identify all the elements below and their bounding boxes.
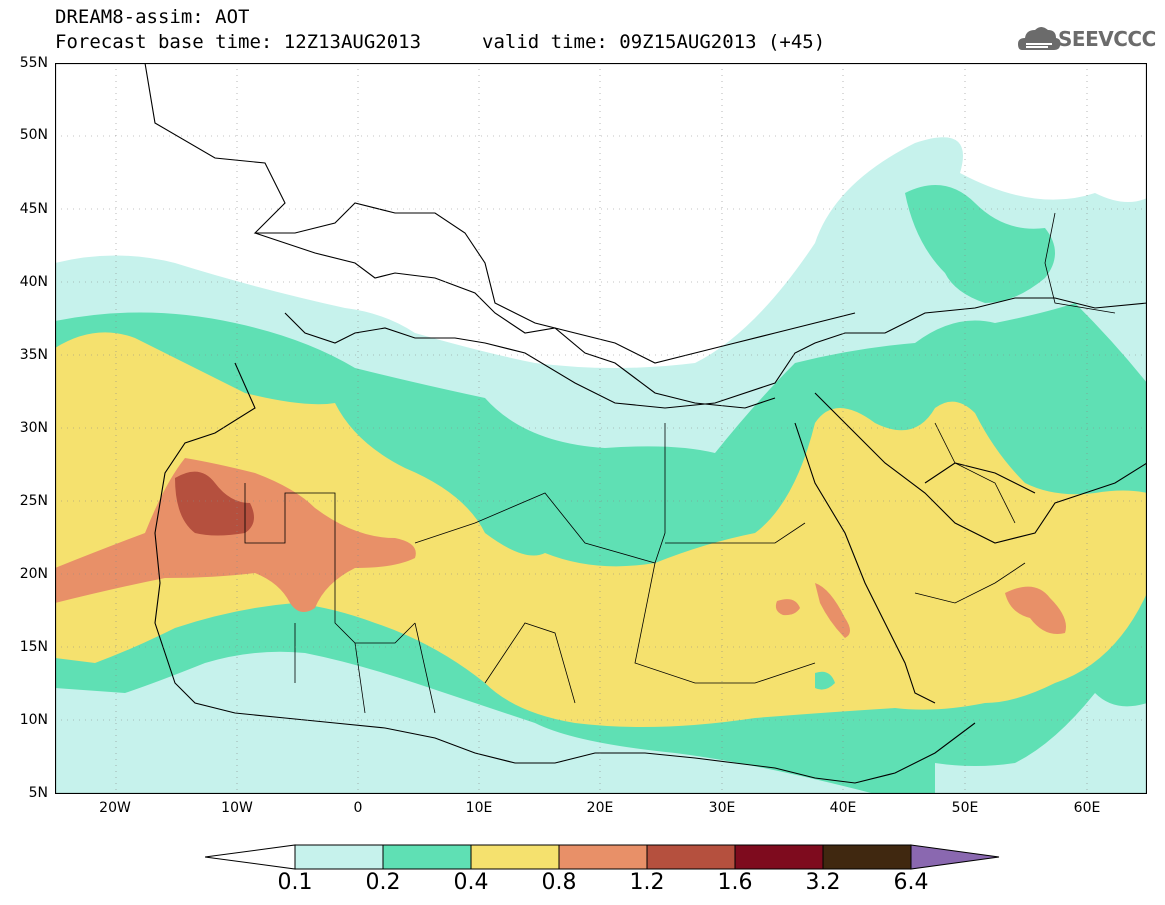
- lon-label: 50E: [951, 800, 979, 816]
- lon-label: 20W: [99, 800, 131, 816]
- lat-label: 40N: [19, 274, 48, 290]
- lon-label: 10W: [221, 800, 253, 816]
- legend-swatch: [382, 844, 472, 870]
- lon-label: 40E: [829, 800, 857, 816]
- lat-label: 20N: [19, 566, 48, 582]
- color-legend: [205, 844, 1000, 870]
- aot-band-04: [55, 332, 1147, 727]
- aot-band-02-africa: [815, 671, 835, 690]
- lon-label: 60E: [1073, 800, 1101, 816]
- legend-swatch-below: [205, 844, 296, 870]
- coastlines: [144, 63, 1147, 784]
- legend-label: 0.2: [365, 870, 401, 895]
- legend-swatch-above: [910, 844, 1000, 870]
- aot-band-12: [175, 471, 254, 536]
- legend-swatch: [822, 844, 912, 870]
- legend-label: 6.4: [893, 870, 929, 895]
- legend-label: 3.2: [805, 870, 841, 895]
- lat-label: 10N: [19, 712, 48, 728]
- aot-band-08-redsea: [815, 583, 850, 638]
- borders: [244, 212, 1116, 714]
- legend-swatch: [734, 844, 824, 870]
- legend-label: 1.2: [629, 870, 665, 895]
- aot-map: [55, 63, 1147, 794]
- map-title: DREAM8-assim: AOT: [55, 6, 250, 28]
- lat-label: 35N: [19, 347, 48, 363]
- legend-label: 0.4: [453, 870, 489, 895]
- lon-label: 20E: [586, 800, 614, 816]
- graticule: [55, 63, 1147, 794]
- lat-label: 15N: [19, 639, 48, 655]
- logo-text: SEEVCCC: [1058, 27, 1156, 51]
- legend-swatch: [294, 844, 384, 870]
- aot-band-08-east2: [775, 599, 800, 616]
- valid-time: valid time: 09Z15AUG2013 (+45): [482, 31, 826, 53]
- lon-label: 0: [353, 800, 363, 816]
- aot-band-08-west: [55, 458, 416, 612]
- legend-label: 0.1: [277, 870, 313, 895]
- cloud-logo-icon: [1018, 27, 1061, 50]
- lat-label: 50N: [19, 127, 48, 143]
- legend-swatch: [558, 844, 648, 870]
- legend-label: 1.6: [717, 870, 753, 895]
- lat-label: 55N: [19, 55, 48, 71]
- forecast-base-time: Forecast base time: 12Z13AUG2013: [55, 31, 422, 53]
- lat-label: 45N: [19, 201, 48, 217]
- aot-band-08-east1: [1005, 586, 1066, 634]
- lat-label: 5N: [28, 785, 48, 801]
- legend-swatch: [646, 844, 736, 870]
- lat-label: 30N: [19, 420, 48, 436]
- lat-label: 25N: [19, 493, 48, 509]
- legend-swatch: [470, 844, 560, 870]
- lon-label: 10E: [465, 800, 493, 816]
- legend-label: 0.8: [541, 870, 577, 895]
- aot-band-02-caspian: [905, 185, 1055, 303]
- lon-label: 30E: [708, 800, 736, 816]
